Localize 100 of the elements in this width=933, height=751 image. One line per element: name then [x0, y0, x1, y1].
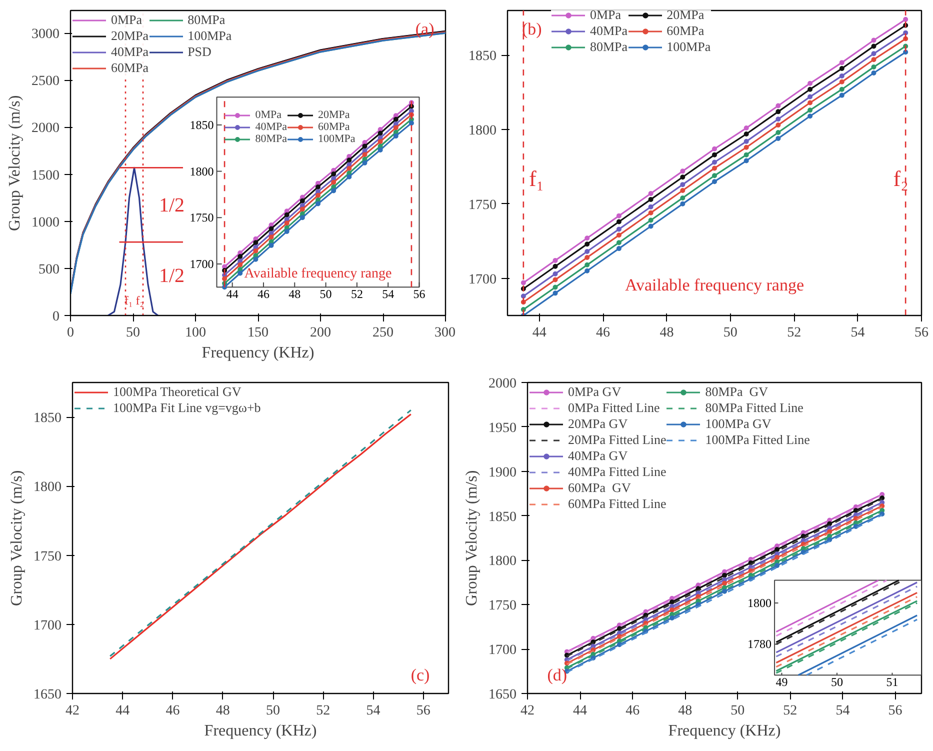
annotation: (b): [522, 19, 542, 38]
legend-label: 0MPa: [111, 12, 142, 28]
annotation: 1/2: [158, 194, 185, 217]
x-tick-label: 52: [316, 704, 330, 718]
y-tick-label: 1700: [468, 272, 496, 288]
x-tick-label: 44: [116, 704, 130, 718]
x-tick-label: 50: [320, 287, 332, 302]
x-tick-label: 300: [434, 326, 456, 340]
x-tick-label: 49: [776, 675, 788, 690]
y-axis-title: Group Velocity (m/s): [6, 95, 24, 231]
y-tick-label: 1950: [488, 420, 516, 436]
legend-label: 100MPa Fit Line vg=vgω+b: [113, 400, 261, 416]
x-tick-label: 48: [660, 326, 674, 340]
x-axis-title: Frequency (KHz): [204, 722, 317, 740]
legend-label: 20MPa: [111, 28, 149, 44]
y-tick-label: 1780: [748, 637, 772, 652]
y-tick-label: 1700: [34, 618, 62, 634]
legend-label: 20MPa Fitted Line: [568, 432, 666, 448]
y-tick-label: 3000: [32, 27, 60, 42]
y-axis-title: Group Velocity (m/s): [8, 470, 26, 606]
y-tick-label: 1900: [488, 465, 516, 480]
legend-label: 20MPa GV: [568, 416, 628, 432]
x-tick-label: 46: [166, 704, 180, 718]
x-tick-label: 48: [288, 287, 301, 302]
x-tick-label: 56: [914, 326, 928, 340]
legend-label: 100MPa: [318, 132, 356, 145]
legend-label: 20MPa: [318, 108, 350, 121]
x-tick-label: 52: [787, 326, 802, 340]
legend-label: 40MPa GV: [568, 448, 628, 464]
annotation: f₂: [136, 293, 144, 308]
y-axis-title: Group Velocity (m/s): [464, 470, 480, 606]
x-tick-label: 52: [350, 287, 363, 302]
x-tick-label: 56: [413, 287, 426, 302]
legend-label: 100MPa: [188, 28, 232, 44]
y-tick-label: 1700: [190, 256, 214, 271]
y-tick-label: 1750: [190, 210, 214, 225]
y-tick-label: 2000: [32, 121, 60, 136]
annotation: Available frequency range: [624, 276, 804, 294]
y-tick-label: 1650: [488, 688, 516, 702]
legend-label: 60MPa: [318, 120, 350, 133]
x-tick-label: 56: [888, 704, 902, 718]
y-tick-label: 1800: [748, 596, 772, 610]
y-tick-label: 1750: [488, 598, 516, 614]
annotation: (d): [547, 665, 568, 684]
y-tick-label: 0: [52, 310, 60, 324]
x-tick-label: 150: [248, 326, 268, 340]
y-tick-label: 1850: [488, 510, 516, 525]
legend-label: 40MPa: [111, 44, 149, 60]
legend-label: 60MPa: [111, 60, 149, 76]
legend-label: 100MPa Theoretical GV: [113, 384, 242, 400]
annotation: (c): [410, 665, 430, 684]
x-tick-label: 50: [830, 675, 843, 690]
x-tick-label: 44: [226, 287, 238, 302]
legend-label: 60MPa: [666, 23, 704, 39]
legend-label: 0MPa: [590, 9, 622, 23]
legend-label: 0MPa GV: [568, 384, 622, 400]
x-tick-label: 42: [66, 704, 80, 718]
legend-label: PSD: [188, 44, 212, 60]
x-axis-title: Frequency (KHz): [668, 722, 781, 740]
legend-label: 80MPa: [590, 39, 628, 55]
legend-label: 40MPa: [255, 120, 288, 133]
x-tick-label: 44: [573, 704, 588, 718]
annotation: f₁: [124, 293, 133, 308]
y-tick-label: 1850: [468, 49, 496, 64]
x-tick-label: 50: [126, 326, 140, 340]
legend-label: 20MPa: [666, 9, 704, 23]
x-tick-label: 100: [185, 326, 206, 340]
legend-label: 40MPa Fitted Line: [568, 464, 666, 480]
annotation: Available frequency range: [244, 266, 392, 282]
x-tick-label: 44: [532, 326, 546, 340]
legend-label: 80MPa: [188, 12, 226, 28]
x-tick-label: 200: [310, 326, 331, 340]
y-tick-label: 1800: [190, 164, 214, 178]
y-tick-label: 1750: [468, 198, 496, 213]
x-tick-label: 51: [886, 675, 898, 690]
x-tick-label: 46: [257, 287, 270, 302]
legend-label: 80MPa GV: [705, 384, 768, 400]
x-tick-label: 50: [730, 704, 745, 718]
x-tick-label: 50: [723, 326, 738, 340]
legend-label: 80MPa: [255, 132, 288, 145]
y-tick-label: 1850: [34, 411, 62, 426]
y-tick-label: 1800: [468, 124, 496, 139]
x-tick-label: 48: [678, 704, 692, 718]
x-tick-label: 52: [783, 704, 798, 718]
x-tick-label: 46: [626, 704, 640, 718]
x-tick-label: 54: [850, 326, 865, 340]
x-axis-title: Frequency (KHz): [202, 344, 314, 362]
y-tick-label: 1500: [32, 168, 60, 184]
x-tick-label: 54: [366, 704, 380, 718]
annotation: 1/2: [158, 264, 185, 287]
y-tick-label: 1750: [34, 549, 62, 564]
legend-label: 60MPa Fitted Line: [568, 496, 666, 512]
legend-label: 100MPa: [666, 39, 711, 55]
annotation: f₁: [528, 166, 544, 191]
x-tick-label: 54: [836, 704, 850, 718]
x-tick-label: 0: [67, 326, 74, 340]
legend-label: 60MPa GV: [568, 480, 631, 496]
x-tick-label: 54: [382, 287, 394, 302]
legend-label: 40MPa: [590, 23, 628, 39]
y-tick-label: 1000: [32, 215, 60, 230]
